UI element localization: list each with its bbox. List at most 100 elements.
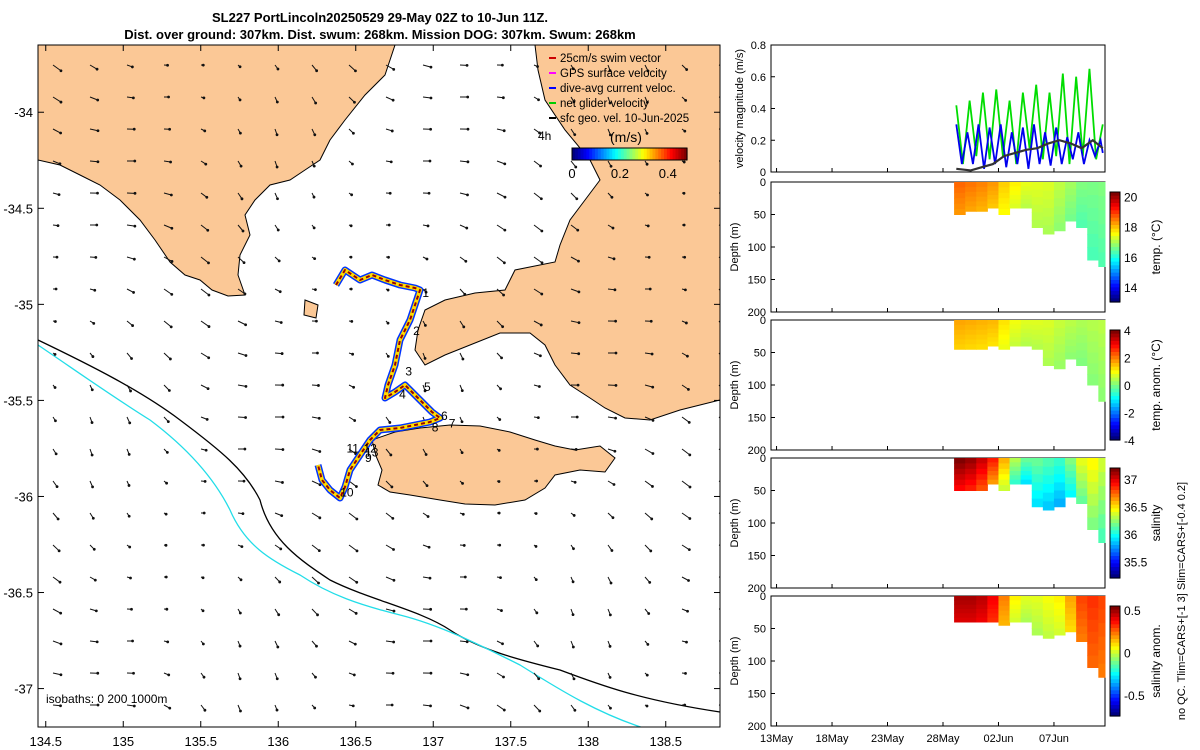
geo-vector bbox=[348, 544, 358, 552]
geo-vector bbox=[681, 480, 691, 488]
geo-vector-head bbox=[577, 290, 581, 294]
heatmap-cell bbox=[1098, 514, 1106, 529]
heatmap-cell bbox=[1009, 479, 1022, 485]
heatmap-cell bbox=[954, 613, 966, 619]
geo-vector-head bbox=[648, 287, 652, 291]
heatmap-cell bbox=[1098, 333, 1106, 348]
geo-vector-head bbox=[131, 324, 134, 327]
geo-vector-head bbox=[540, 261, 544, 265]
geo-vector-head bbox=[646, 642, 650, 646]
geo-vector-head bbox=[503, 228, 507, 232]
heatmap-cell bbox=[998, 463, 1011, 470]
colorbar-segment bbox=[1110, 333, 1120, 338]
heatmap-cell bbox=[1009, 320, 1022, 325]
lat-tick-label: -34.5 bbox=[3, 201, 33, 216]
geo-vector-head bbox=[313, 706, 317, 710]
heatmap-cell bbox=[1031, 189, 1044, 198]
geo-vector-head bbox=[647, 612, 651, 615]
heatmap-cell bbox=[1009, 596, 1022, 601]
colorbar-segment bbox=[1110, 639, 1120, 644]
y-tick-label: 200 bbox=[748, 583, 766, 595]
geo-vector-head bbox=[167, 389, 171, 392]
geo-vector-head bbox=[684, 288, 687, 292]
heatmap-cell bbox=[987, 186, 999, 192]
geo-vector bbox=[385, 576, 395, 581]
heatmap-cell bbox=[1098, 636, 1106, 651]
heatmap-cell bbox=[965, 458, 977, 464]
heatmap-cell bbox=[1020, 203, 1033, 209]
colorbar-tick-label: 16 bbox=[1124, 251, 1138, 265]
heatmap-cell bbox=[1053, 222, 1066, 232]
depth-ylabel: Depth (m) bbox=[729, 223, 741, 272]
geo-vector-head bbox=[275, 165, 279, 169]
geo-vector-head bbox=[91, 516, 95, 520]
colorbar-segment bbox=[1110, 479, 1120, 484]
heatmap-cell bbox=[1031, 490, 1044, 500]
heatmap-cell bbox=[1042, 320, 1055, 329]
heatmap-cell bbox=[1053, 206, 1066, 215]
geo-vector-head bbox=[239, 164, 243, 168]
heatmap-cell bbox=[976, 609, 988, 614]
geo-vector-head bbox=[131, 639, 134, 643]
colorbar-segment bbox=[1110, 392, 1120, 397]
geo-vector bbox=[237, 288, 246, 295]
geo-vector-head bbox=[645, 162, 649, 166]
heatmap-cell bbox=[1076, 603, 1088, 612]
geo-vector-head bbox=[314, 288, 317, 292]
geo-vector-head bbox=[726, 546, 729, 549]
geo-vector-head bbox=[683, 255, 687, 259]
map-colorbar-segment bbox=[615, 148, 619, 160]
heatmap-cell bbox=[1009, 337, 1022, 343]
geo-vector-head bbox=[724, 640, 727, 643]
colorbar-segment bbox=[1110, 203, 1120, 208]
heatmap-cell bbox=[965, 206, 977, 212]
geo-vector-head bbox=[355, 485, 358, 488]
heatmap-cell bbox=[954, 344, 966, 350]
geo-vector-head bbox=[390, 129, 394, 133]
land-yorke-peninsula bbox=[414, 45, 720, 421]
geo-vector-head bbox=[207, 356, 211, 360]
geo-vector-head bbox=[645, 100, 649, 104]
map-colorbar-segment bbox=[580, 148, 585, 160]
geo-vector bbox=[163, 352, 171, 360]
geo-vector-head bbox=[650, 352, 654, 356]
geo-vector-head bbox=[132, 127, 136, 131]
heatmap-cell bbox=[1020, 466, 1033, 472]
heatmap-cell bbox=[998, 334, 1011, 340]
geo-vector bbox=[311, 544, 320, 552]
map-colorbar-label: (m/s) bbox=[610, 129, 642, 145]
geo-vector-head bbox=[648, 581, 652, 584]
geo-vector-head bbox=[424, 453, 428, 456]
geo-vector-head bbox=[608, 101, 612, 105]
colorbar-segment bbox=[1110, 388, 1120, 393]
heatmap-cell bbox=[1087, 631, 1099, 645]
geo-vector-head bbox=[132, 257, 136, 261]
geo-vector-head bbox=[429, 671, 433, 675]
legend-entry: 25cm/s swim vector bbox=[560, 53, 661, 65]
geo-vector-head bbox=[277, 613, 281, 617]
geo-vector-head bbox=[497, 511, 501, 515]
geo-vector-head bbox=[275, 677, 279, 681]
geo-vector bbox=[681, 448, 691, 456]
heatmap-cell bbox=[1087, 341, 1099, 353]
geo-vector-head bbox=[688, 485, 692, 489]
geo-vector-head bbox=[388, 421, 392, 424]
geo-vector-head bbox=[57, 193, 61, 197]
colorbar-tick-label: 20 bbox=[1124, 191, 1138, 205]
geo-vector-head bbox=[238, 677, 242, 681]
heatmap-cell bbox=[976, 324, 988, 331]
colorbar-segment bbox=[1110, 490, 1120, 495]
geo-vector-head bbox=[316, 351, 319, 355]
heatmap-cell bbox=[1053, 474, 1066, 483]
map-colorbar-segment bbox=[632, 148, 636, 160]
geo-vector-head bbox=[502, 708, 506, 712]
depth-ylabel: Depth (m) bbox=[729, 361, 741, 410]
map-colorbar-segment bbox=[664, 148, 668, 160]
geo-vector-head bbox=[722, 704, 725, 707]
colorbar-segment bbox=[1110, 206, 1120, 211]
heatmap-cell bbox=[1065, 471, 1077, 478]
geo-vector-head bbox=[725, 515, 728, 518]
heatmap-cell bbox=[987, 328, 999, 334]
heatmap-cell bbox=[1042, 484, 1055, 494]
heatmap-cell bbox=[1076, 473, 1088, 482]
